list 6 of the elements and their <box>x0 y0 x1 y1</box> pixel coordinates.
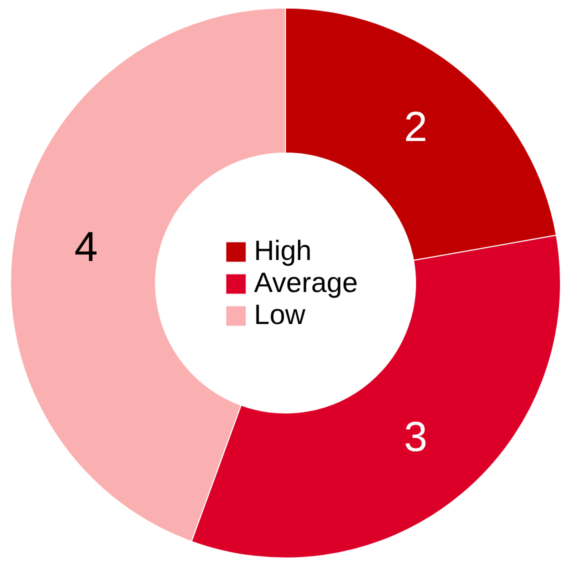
data-label: 4 <box>74 222 98 270</box>
legend-label: High <box>254 235 312 266</box>
legend-label: Low <box>254 299 306 330</box>
legend-label: Average <box>254 267 358 298</box>
data-label: 2 <box>404 102 428 150</box>
data-label: 3 <box>404 413 428 460</box>
